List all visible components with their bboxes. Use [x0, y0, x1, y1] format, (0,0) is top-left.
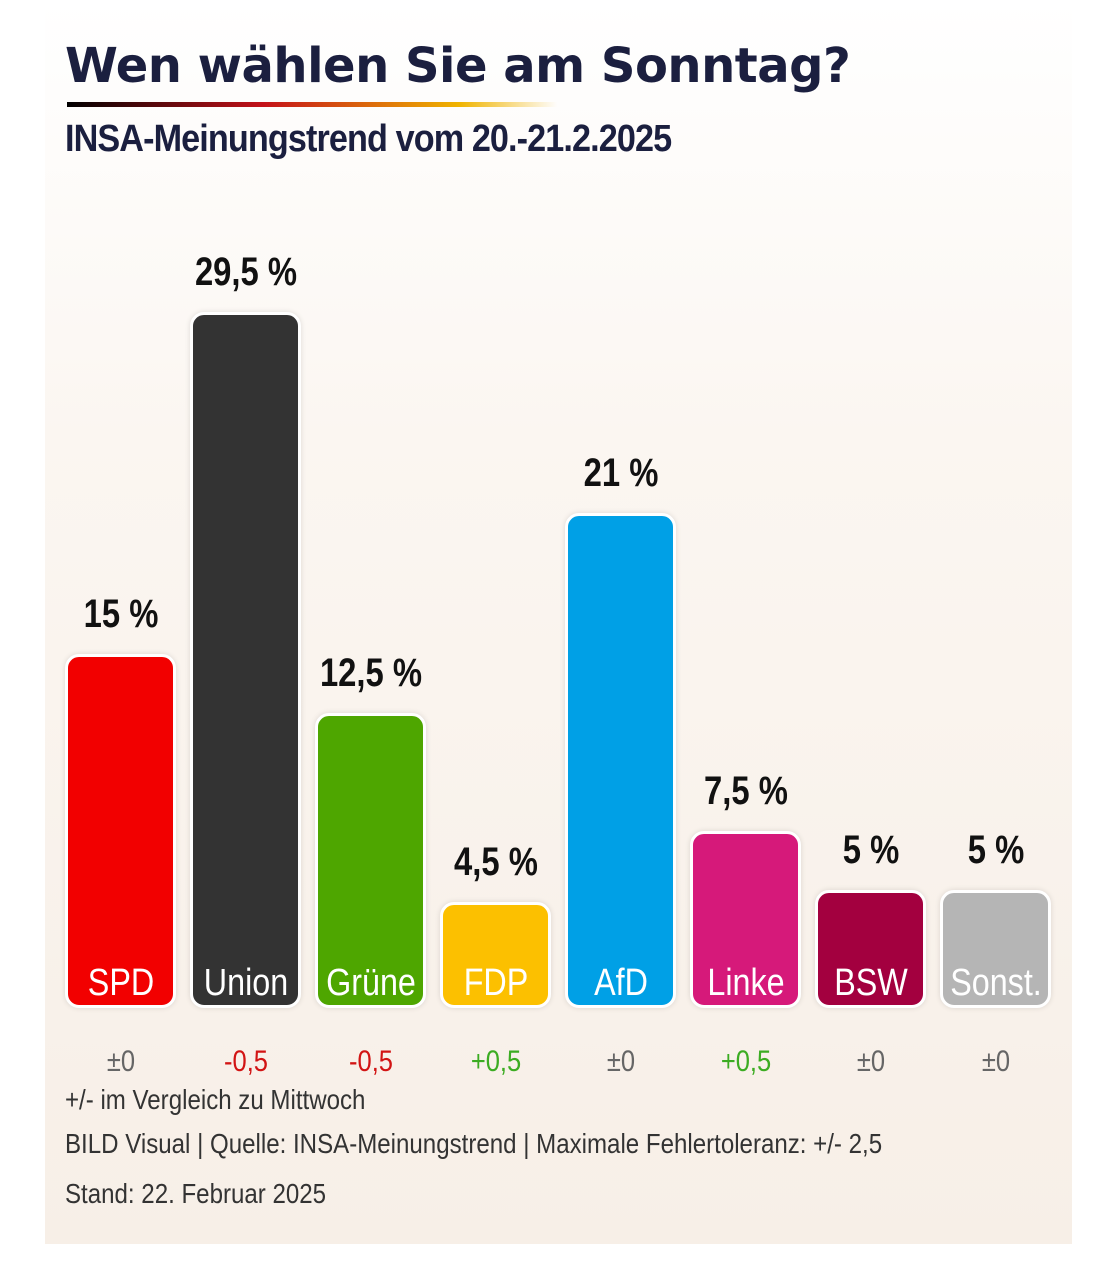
chart-card: Wen wählen Sie am Sonntag? INSA-Meinungs…	[45, 0, 1072, 1244]
value-label-bsw: 5 %	[842, 828, 899, 872]
change-label-afd: ±0	[606, 1045, 635, 1078]
source-note: BILD Visual | Quelle: INSA-Meinungstrend…	[65, 1128, 883, 1159]
bar-label-gr-ne: Grüne	[325, 962, 416, 1004]
bar-chart: SPD 15 % ±0 Union 29,5 % -0,5 Grüne 12,5 % -0,5 F…	[45, 0, 1072, 1244]
bar-label-linke: Linke	[706, 962, 785, 1004]
change-label-sonst: ±0	[981, 1045, 1010, 1078]
bar-fdp	[440, 902, 551, 1008]
title-underline	[67, 102, 557, 107]
bar-label-afd: AfD	[593, 962, 648, 1004]
bar-label-fdp: FDP	[463, 962, 528, 1004]
change-label-linke: +0,5	[720, 1045, 771, 1078]
value-label-fdp: 4,5 %	[453, 840, 538, 884]
change-label-spd: ±0	[106, 1045, 135, 1078]
bar-linke	[690, 831, 801, 1008]
change-label-bsw: ±0	[856, 1045, 885, 1078]
value-label-spd: 15 %	[83, 592, 158, 636]
bar-bsw	[815, 890, 926, 1008]
date-note: Stand: 22. Februar 2025	[65, 1178, 327, 1209]
page-title: Wen wählen Sie am Sonntag?	[65, 38, 851, 94]
bar-gr-ne	[315, 713, 426, 1008]
change-label-fdp: +0,5	[470, 1045, 521, 1078]
chart-subtitle: INSA-Meinungstrend vom 20.-21.2.2025	[65, 118, 672, 160]
bar-spd	[65, 654, 176, 1008]
change-label-gr-ne: -0,5	[348, 1045, 393, 1078]
value-label-gr-ne: 12,5 %	[319, 651, 422, 695]
change-note: +/- im Vergleich zu Mittwoch	[65, 1084, 366, 1115]
value-label-afd: 21 %	[583, 451, 658, 495]
change-label-union: -0,5	[223, 1045, 268, 1078]
bar-label-union: Union	[203, 962, 288, 1004]
value-label-union: 29,5 %	[194, 250, 297, 294]
bar-afd	[565, 513, 676, 1008]
bar-label-sonst: Sonst.	[949, 962, 1042, 1004]
bar-union	[190, 312, 301, 1008]
bar-label-spd: SPD	[87, 962, 154, 1004]
bar-sonst	[940, 890, 1051, 1008]
value-label-linke: 7,5 %	[703, 769, 788, 813]
value-label-sonst: 5 %	[967, 828, 1024, 872]
bar-label-bsw: BSW	[833, 962, 908, 1004]
